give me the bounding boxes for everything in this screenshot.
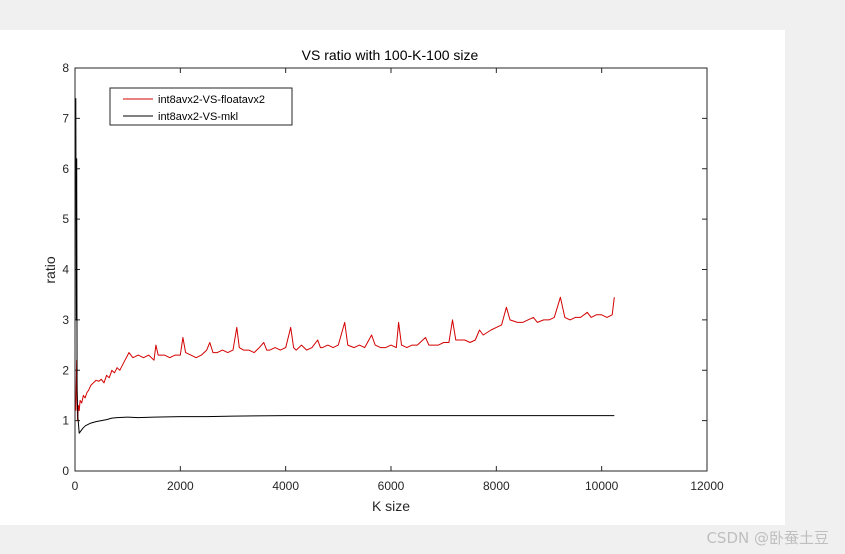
y-tick-label: 3 xyxy=(62,313,69,327)
series-line-0 xyxy=(75,296,615,422)
y-tick-label: 4 xyxy=(62,263,69,277)
x-tick-label: 0 xyxy=(72,479,79,493)
x-axis-title: K size xyxy=(372,498,410,514)
watermark: CSDN @卧蚕土豆 xyxy=(706,529,829,547)
y-tick-label: 8 xyxy=(62,61,69,75)
figure-canvas: VS ratio with 100-K-100 size 0 2000 4000 60… xyxy=(0,30,785,525)
x-tick-label: 4000 xyxy=(272,479,299,493)
line-chart: VS ratio with 100-K-100 size 0 2000 4000 60… xyxy=(42,47,724,514)
chart-title: VS ratio with 100-K-100 size xyxy=(302,47,479,63)
y-tick-label: 1 xyxy=(62,414,69,428)
legend-label-series-0: int8avx2-VS-floatavx2 xyxy=(158,94,265,106)
x-tick-label: 12000 xyxy=(690,479,724,493)
series-lines xyxy=(75,98,615,434)
y-tick-label: 6 xyxy=(62,162,69,176)
y-axis-title: ratio xyxy=(42,256,58,283)
y-tick-label: 2 xyxy=(62,363,69,377)
x-tick-label: 2000 xyxy=(167,479,194,493)
plot-area xyxy=(74,67,708,472)
x-tick-label: 8000 xyxy=(483,479,510,493)
legend-box xyxy=(109,87,293,126)
y-tick-label: 0 xyxy=(62,464,69,478)
axis-ticks: 0 2000 4000 6000 8000 10000 12000 0 1 2 3 4 5 6 7 8 xyxy=(62,61,724,493)
y-tick-label: 7 xyxy=(62,111,69,125)
series-line-1 xyxy=(75,98,615,434)
legend: int8avx2-VS-floatavx2 int8avx2-VS-mkl xyxy=(109,87,293,126)
x-tick-label: 6000 xyxy=(378,479,405,493)
legend-label-series-1: int8avx2-VS-mkl xyxy=(158,111,238,123)
x-tick-label: 10000 xyxy=(585,479,619,493)
y-tick-label: 5 xyxy=(62,212,69,226)
